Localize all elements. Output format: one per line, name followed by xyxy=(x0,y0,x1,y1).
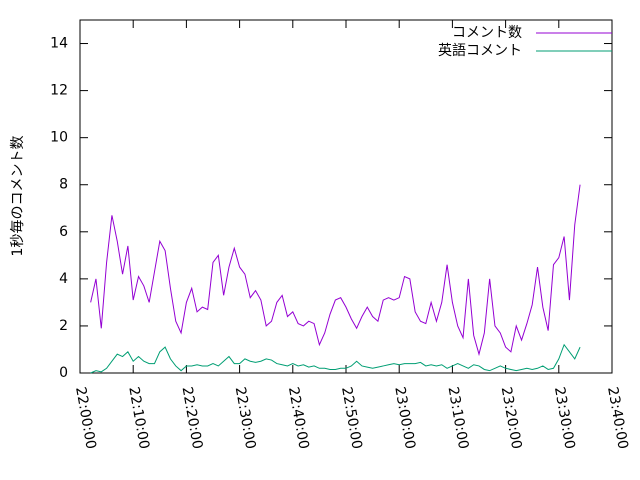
y-tick-label: 8 xyxy=(59,177,68,193)
x-tick-label: 22:30:00 xyxy=(232,386,259,451)
x-tick-label: 22:40:00 xyxy=(285,386,312,451)
x-tick-label: 23:10:00 xyxy=(445,386,472,451)
x-tick-label: 22:10:00 xyxy=(125,386,152,451)
x-tick-label: 22:00:00 xyxy=(72,386,99,451)
series-line xyxy=(90,343,581,374)
x-tick-label: 23:30:00 xyxy=(551,386,578,451)
y-axis-label: 1秒毎のコメント数 xyxy=(10,136,26,257)
legend-label: コメント数 xyxy=(452,25,522,41)
y-tick-label: 10 xyxy=(50,130,68,146)
y-tick-label: 12 xyxy=(50,83,68,99)
x-tick-label: 23:20:00 xyxy=(498,386,525,451)
y-tick-label: 14 xyxy=(50,36,68,52)
x-tick-label: 22:50:00 xyxy=(338,386,365,451)
series-line xyxy=(90,184,581,357)
y-tick-label: 4 xyxy=(59,271,68,287)
y-tick-label: 0 xyxy=(59,365,68,381)
y-tick-label: 6 xyxy=(59,224,68,240)
x-tick-label: 22:20:00 xyxy=(179,386,206,451)
x-tick-label: 23:40:00 xyxy=(604,386,631,451)
y-tick-label: 2 xyxy=(59,318,68,334)
plot-frame xyxy=(79,19,613,374)
legend-label: 英語コメント xyxy=(438,42,522,59)
x-tick-label: 23:00:00 xyxy=(391,386,418,451)
